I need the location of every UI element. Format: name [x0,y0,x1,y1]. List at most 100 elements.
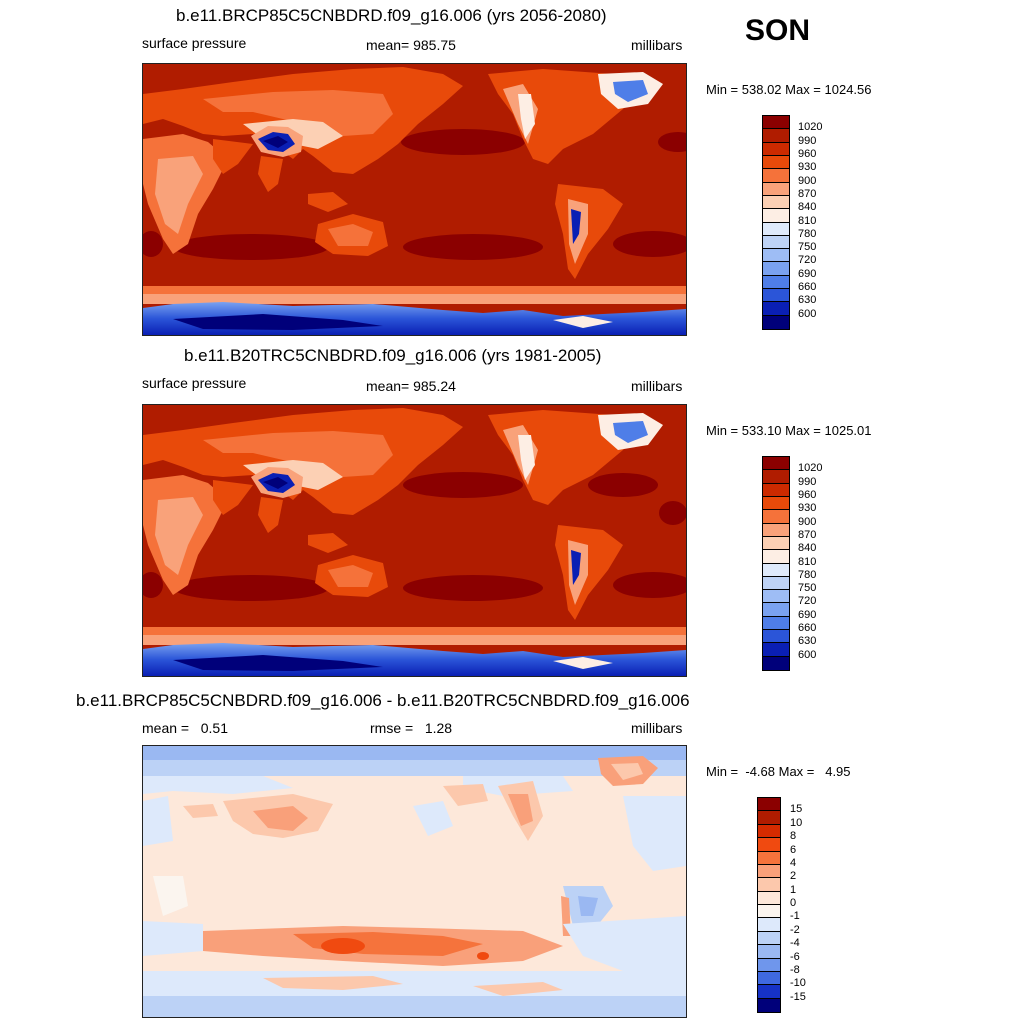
colorbar-swatch [763,315,789,329]
colorbar-tick-label: 690 [798,267,817,280]
panel-1-mean-label: mean= 985.75 [366,37,456,53]
colorbar-tick-label: 8 [790,830,797,843]
colorbar-swatch [763,195,789,210]
panel-1-variable-label: surface pressure [142,35,247,51]
colorbar-swatch [758,824,780,839]
colorbar-tick-label: 630 [798,635,817,648]
colorbar-swatch [763,116,789,130]
colorbar-swatch [763,536,789,551]
colorbar-tick-label: 630 [798,294,817,307]
colorbar-tick-label: 780 [798,568,817,581]
colorbar-swatch [763,470,789,484]
panel-1-minmax-label: Min = 538.02 Max = 1024.56 [706,82,872,97]
colorbar-swatch [763,550,789,564]
colorbar-tick-label: 900 [798,515,817,528]
panel-2-minmax-label: Min = 533.10 Max = 1025.01 [706,423,872,438]
colorbar-swatch [758,905,780,919]
colorbar-swatch [758,998,780,1012]
panel-3-units-label: millibars [631,720,683,736]
colorbar-tick-label: -15 [790,990,806,1003]
colorbar-swatch [763,510,789,524]
colorbar-swatch [763,262,789,276]
colorbar-tick-label: 720 [798,595,817,608]
colorbar-tick-label: 990 [798,475,817,488]
colorbar-tick-label: 810 [798,555,817,568]
colorbar-tick-label: -4 [790,937,800,950]
colorbar-tick-label: -1 [790,910,800,923]
colorbar-swatch [763,483,789,497]
colorbar-tick-label: 720 [798,254,817,267]
colorbar-tick-label: 1020 [798,462,823,475]
colorbar-tick-label: 780 [798,227,817,240]
colorbar-swatch [763,302,789,316]
colorbar-swatch [758,891,780,905]
colorbar-swatch [763,142,789,156]
colorbar-swatch [758,918,780,932]
colorbar-tick-label: 660 [798,281,817,294]
colorbar-swatch [763,590,789,604]
colorbar-swatch [763,129,789,143]
colorbar-swatch [763,457,789,471]
colorbar-tick-label: 1020 [798,121,823,134]
panel-1-title: b.e11.BRCP85C5CNBDRD.f09_g16.006 (yrs 20… [176,6,607,25]
colorbar-tick-label: 6 [790,843,797,856]
colorbar-tick-label: 840 [798,201,817,214]
colorbar-swatch [763,643,789,657]
season-label: SON [745,14,811,47]
colorbar-swatch [758,985,780,999]
colorbar-swatch [763,603,789,617]
colorbar-tick-label: 1 [790,883,797,896]
colorbar-swatch [758,851,780,865]
panel-2-units-label: millibars [631,378,683,394]
colorbar-tick-label: -10 [790,977,806,990]
panel-2-map-graphic [143,405,686,676]
colorbar-swatch [763,523,789,537]
colorbar-swatch [758,811,780,825]
colorbar-tick-label: 870 [798,528,817,541]
colorbar-tick-label: 750 [798,241,817,254]
colorbar-tick-label: 0 [790,897,797,909]
colorbar-tick-label: 960 [798,147,817,160]
colorbar-swatch [763,289,789,303]
colorbar-swatch [758,838,780,852]
colorbar-tick-label: 840 [798,542,817,555]
colorbar-tick-label: 900 [798,174,817,187]
colorbar-tick-label: 750 [798,582,817,595]
colorbar-swatch [763,169,789,183]
colorbar-swatch [763,182,789,196]
colorbar-tick-label: -8 [790,963,800,976]
colorbar-swatch [758,931,780,946]
colorbar-tick-label: 4 [790,856,797,869]
colorbar-tick-label: -2 [790,923,800,936]
colorbar-tick-label: 600 [798,648,817,661]
colorbar-tick-label: 15 [790,803,803,816]
colorbar-tick-label: 660 [798,622,817,635]
colorbar-tick-label: 930 [798,502,817,515]
panel-1-map-graphic [143,64,686,335]
colorbar-swatch [763,275,789,290]
colorbar-tick-label: 2 [790,870,797,883]
panel-3-minmax-label: Min = -4.68 Max = 4.95 [706,764,851,779]
colorbar-tick-label: -6 [790,950,800,963]
colorbar-tick-label: 990 [798,134,817,147]
colorbar-swatch [758,878,780,892]
colorbar-swatch [763,563,789,577]
colorbar-tick-label: 930 [798,161,817,174]
colorbar-tick-label: 870 [798,187,817,200]
panel-1-map [142,63,687,336]
panel-3-colorbar [757,797,781,1013]
panel-2-title: b.e11.B20TRC5CNBDRD.f09_g16.006 (yrs 198… [184,346,602,365]
colorbar-swatch [758,864,780,879]
panel-3-rmse-label: rmse = 1.28 [370,720,453,736]
colorbar-swatch [763,155,789,170]
colorbar-swatch [763,496,789,511]
panel-2-map [142,404,687,677]
panel-3-map-graphic [143,746,686,1017]
panel-3-title: b.e11.BRCP85C5CNBDRD.f09_g16.006 - b.e11… [76,691,690,710]
colorbar-tick-label: 600 [798,307,817,320]
panel-1-units-label: millibars [631,37,683,53]
colorbar-swatch [763,222,789,236]
colorbar-swatch [758,958,780,972]
colorbar-swatch [763,235,789,250]
panel-1-colorbar [762,115,790,330]
